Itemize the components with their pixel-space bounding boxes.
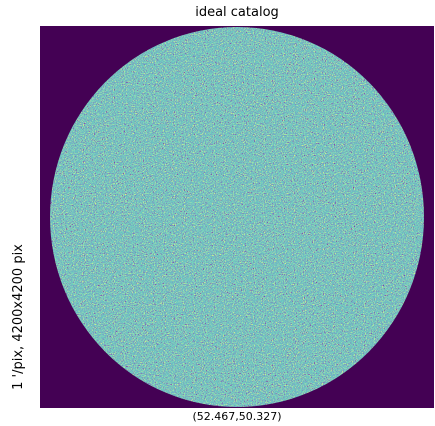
chart-title: ideal catalog [195,5,279,20]
plot-area [40,26,434,408]
chart: ideal catalog (52.467,50.327) 1 '/pix, 4… [0,0,435,426]
x-axis-label: (52.467,50.327) [192,410,281,423]
y-axis-label: 1 '/pix, 4200x4200 pix [11,244,26,390]
